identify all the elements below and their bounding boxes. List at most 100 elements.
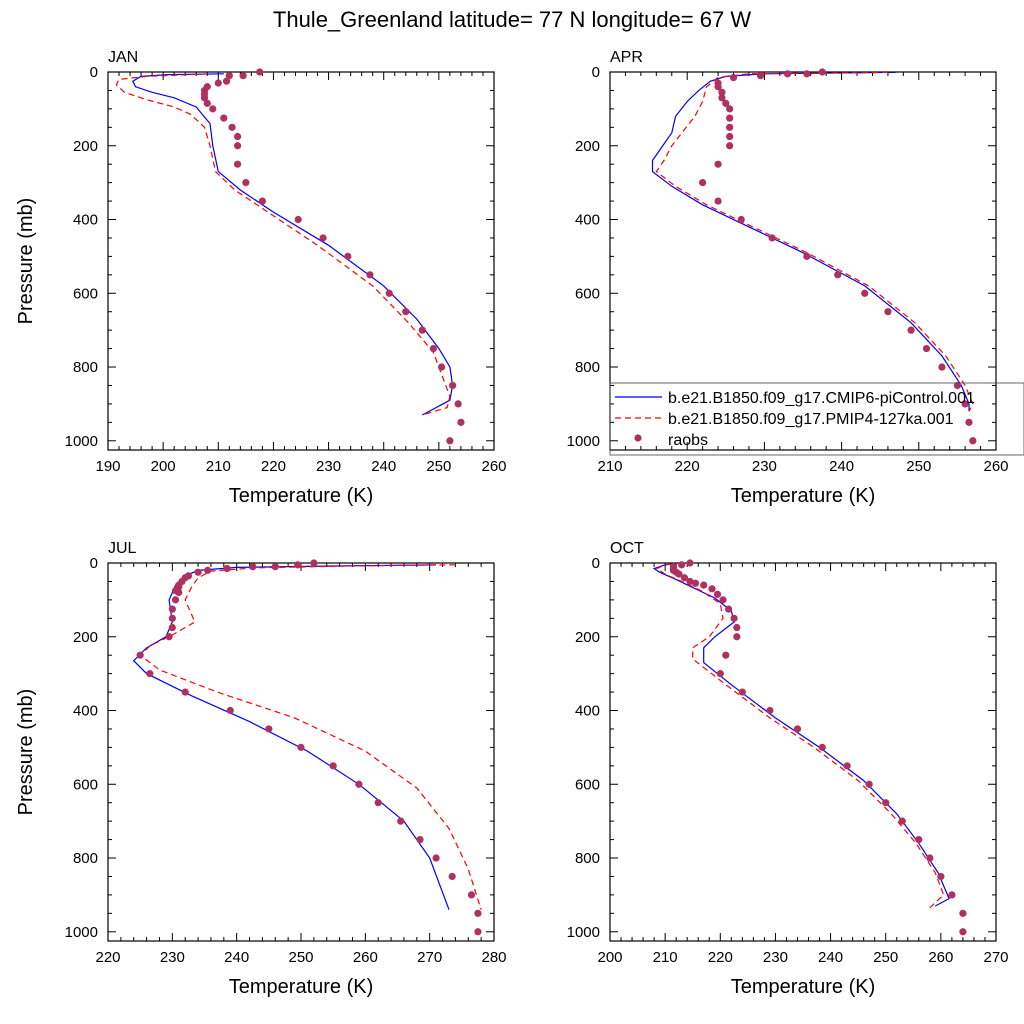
raobs-point: [181, 688, 189, 696]
plot-frame: [107, 562, 495, 942]
raobs-point: [948, 891, 956, 899]
x-tick-label: 250: [873, 949, 898, 966]
raobs-point: [719, 596, 727, 604]
y-tick-label: 200: [575, 138, 600, 155]
raobs-point: [214, 79, 222, 87]
x-tick-label: 260: [983, 458, 1008, 475]
legend-label: b.e21.B1850.f09_g17.PMIP4-127ka.001: [668, 411, 954, 428]
raobs-point: [726, 132, 734, 141]
raobs-point: [756, 72, 765, 80]
raobs-point: [249, 563, 257, 571]
raobs-point: [242, 179, 250, 187]
x-tick-label: 220: [95, 949, 120, 966]
panel-label: JUL: [108, 540, 137, 557]
panel-jul: 220 230 240 250 260 270 280 0 200 400 600 800 1000 JU…: [15, 540, 507, 998]
raobs-point: [738, 688, 746, 696]
x-tick-label: 250: [906, 458, 931, 475]
raobs-point: [898, 817, 906, 825]
series-line-pmip4: [655, 563, 945, 909]
raobs-point: [915, 835, 923, 844]
raobs-point: [718, 94, 726, 102]
raobs-point: [961, 400, 969, 408]
raobs-point: [329, 762, 337, 770]
raobs-point: [793, 725, 802, 733]
raobs-point: [729, 73, 738, 82]
plot-frame: [609, 71, 997, 451]
raobs-point: [737, 215, 745, 224]
raobs-point: [726, 123, 734, 131]
raobs-point: [209, 105, 217, 113]
y-tick-label: 800: [73, 850, 98, 867]
raobs-point: [297, 743, 305, 751]
raobs-point: [708, 585, 716, 593]
panel-label: APR: [610, 49, 643, 66]
y-tick-label: 800: [575, 359, 600, 376]
raobs-point: [168, 614, 176, 622]
raobs-point: [228, 123, 236, 131]
raobs-point: [294, 215, 302, 224]
raobs-point: [882, 799, 890, 807]
raobs-point: [907, 326, 915, 334]
raobs-point: [418, 326, 426, 334]
raobs-point: [726, 114, 734, 122]
raobs-point: [699, 179, 707, 187]
y-tick-label: 0: [592, 64, 600, 81]
panels: 190 200 210 220 230 240 250 260 0 200 400 600 800 100…: [15, 49, 1009, 998]
x-tick-label: 260: [353, 949, 378, 966]
raobs-point: [446, 437, 454, 445]
raobs-point: [385, 289, 393, 297]
plot-frame: [609, 562, 997, 942]
raobs-point: [818, 68, 826, 76]
raobs-point: [171, 596, 180, 604]
x-tick-label: 230: [763, 949, 788, 966]
y-tick-label: 400: [73, 212, 98, 229]
raobs-point: [397, 817, 405, 825]
x-tick-label: 250: [288, 949, 313, 966]
raobs-point: [432, 854, 440, 862]
y-tick-label: 200: [73, 629, 98, 646]
x-tick-label: 210: [653, 949, 678, 966]
legend-label: b.e21.B1850.f09_g17.CMIP6-piControl.001: [668, 390, 975, 407]
raobs-point: [258, 197, 266, 205]
y-tick-label: 0: [592, 555, 600, 572]
x-tick-label: 220: [708, 949, 733, 966]
x-tick-label: 230: [752, 458, 777, 475]
series-line-pmip4: [115, 73, 451, 416]
y-tick-label: 0: [90, 555, 98, 572]
raobs-point: [675, 570, 683, 578]
x-tick-label: 240: [818, 949, 843, 966]
panel-label: JAN: [108, 49, 138, 66]
raobs-point: [861, 289, 869, 297]
raobs-point: [200, 94, 209, 102]
legend-label: raobs: [668, 432, 708, 449]
y-tick-label: 800: [73, 359, 98, 376]
raobs-point: [203, 99, 211, 107]
x-tick-label: 260: [928, 949, 953, 966]
raobs-point: [884, 308, 892, 316]
raobs-point: [146, 670, 154, 678]
panel-oct: 200 210 220 230 240 250 260 270 0 200 400 600 800 100…: [567, 540, 1009, 998]
raobs-point: [136, 651, 144, 659]
raobs-point: [722, 99, 730, 107]
raobs-point: [730, 614, 738, 622]
y-tick-label: 400: [575, 703, 600, 720]
raobs-point: [222, 77, 231, 85]
raobs-point: [953, 381, 962, 390]
y-tick-label: 1000: [567, 924, 600, 941]
x-tick-label: 250: [426, 458, 451, 475]
raobs-point: [938, 363, 946, 371]
y-tick-label: 200: [575, 629, 600, 646]
raobs-point: [233, 160, 242, 168]
raobs-point: [467, 891, 476, 899]
x-tick-label: 210: [206, 458, 231, 475]
raobs-point: [959, 928, 967, 936]
y-tick-label: 600: [575, 285, 600, 302]
raobs-point: [722, 651, 730, 659]
raobs-point: [926, 854, 934, 862]
raobs-point: [319, 234, 327, 242]
series-line-cmip6: [652, 563, 950, 907]
raobs-point: [768, 234, 776, 242]
raobs-point: [834, 271, 842, 279]
panel-label: OCT: [610, 540, 644, 557]
